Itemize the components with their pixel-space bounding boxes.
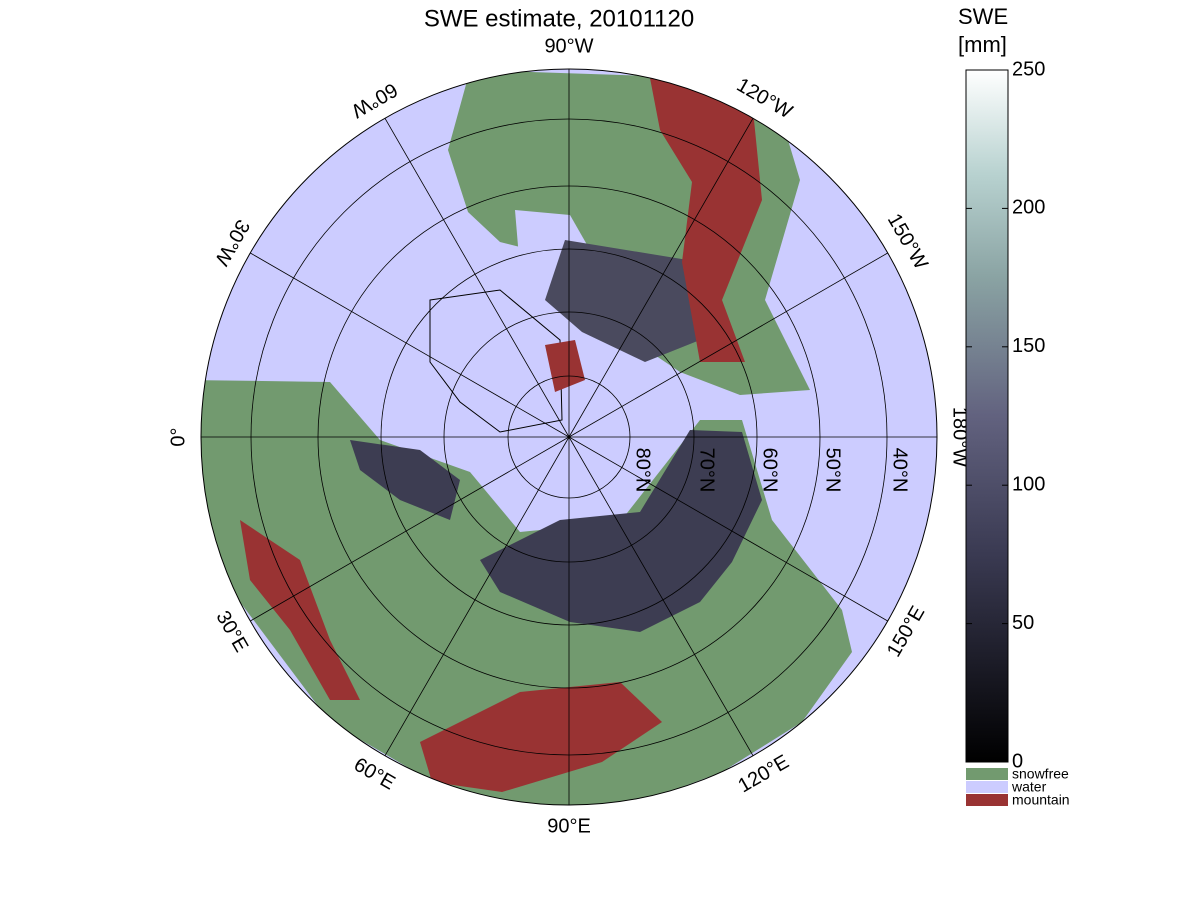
legend-label: mountain bbox=[1012, 792, 1070, 808]
legend-label: snowfree bbox=[1012, 766, 1069, 782]
map bbox=[201, 69, 937, 805]
snow-region bbox=[480, 430, 762, 632]
meridian bbox=[384, 436, 570, 756]
legend-swatch bbox=[966, 781, 1008, 793]
mountains bbox=[650, 78, 762, 362]
latitude-label: 60°N bbox=[759, 448, 781, 493]
meridian bbox=[568, 436, 754, 756]
colorbar bbox=[965, 69, 1009, 763]
meridian bbox=[568, 436, 888, 622]
longitude-label: 90°E bbox=[547, 815, 591, 837]
longitude-label: 90°W bbox=[544, 35, 593, 57]
colorbar-title: [mm] bbox=[958, 32, 1007, 57]
latitude-labels: 80°N 70°N 60°N 50°N 40°N bbox=[632, 448, 911, 493]
colorbar-tick-label: 100 bbox=[1012, 473, 1045, 495]
colorbar-tick-label: 250 bbox=[1012, 58, 1045, 80]
mountains bbox=[545, 340, 585, 392]
meridian bbox=[250, 252, 570, 438]
map-border bbox=[200, 68, 938, 806]
greenland bbox=[429, 289, 563, 433]
meridian bbox=[250, 436, 570, 622]
snow-region bbox=[545, 240, 725, 362]
longitude-label: 0° bbox=[167, 427, 189, 446]
legend-swatch bbox=[966, 794, 1008, 806]
meridian bbox=[384, 118, 570, 438]
colorbar-tick-label: 50 bbox=[1012, 612, 1034, 634]
latitude-label: 70°N bbox=[696, 448, 718, 493]
colorbar-tick-label: 200 bbox=[1012, 197, 1045, 219]
colorbar-tick-label: 0 bbox=[1012, 750, 1023, 772]
snow-region bbox=[350, 440, 460, 520]
mountains bbox=[420, 682, 662, 792]
meridian bbox=[568, 118, 754, 438]
latitude-label: 80°N bbox=[632, 448, 654, 493]
meridian bbox=[568, 252, 888, 438]
colorbar-tick-label: 150 bbox=[1012, 335, 1045, 357]
latitude-label: 50°N bbox=[822, 448, 844, 493]
longitude-label: 180°W bbox=[949, 407, 971, 467]
colorbar-title: SWE bbox=[958, 4, 1008, 29]
colorbar-axis: 0 50 100 150 200 250 bbox=[966, 58, 1045, 772]
latitude-label: 40°N bbox=[889, 448, 911, 493]
legend-swatch bbox=[966, 768, 1008, 780]
mountains bbox=[240, 520, 360, 700]
map-title: SWE estimate, 20101120 bbox=[424, 5, 694, 32]
graticule bbox=[201, 69, 937, 805]
legend-label: water bbox=[1011, 779, 1047, 795]
